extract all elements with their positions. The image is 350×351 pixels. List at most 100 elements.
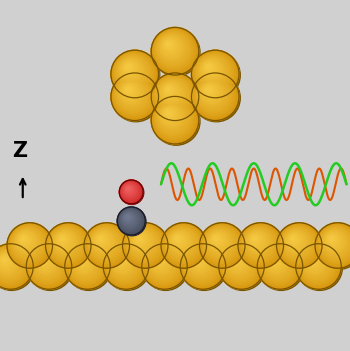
- Circle shape: [301, 249, 331, 279]
- Circle shape: [7, 223, 52, 268]
- Circle shape: [28, 245, 69, 286]
- Circle shape: [320, 228, 350, 258]
- Circle shape: [37, 254, 51, 268]
- Circle shape: [204, 85, 216, 97]
- Circle shape: [327, 234, 338, 245]
- Circle shape: [267, 254, 284, 270]
- Circle shape: [296, 245, 340, 287]
- Circle shape: [257, 244, 303, 289]
- Circle shape: [199, 223, 245, 268]
- Circle shape: [208, 231, 229, 252]
- Circle shape: [171, 233, 187, 249]
- Circle shape: [104, 245, 147, 287]
- Circle shape: [112, 74, 160, 122]
- Circle shape: [259, 245, 300, 286]
- Circle shape: [118, 258, 121, 261]
- Circle shape: [244, 229, 272, 257]
- Circle shape: [164, 226, 200, 262]
- Circle shape: [201, 82, 222, 104]
- Circle shape: [298, 245, 338, 286]
- Circle shape: [284, 230, 309, 255]
- Circle shape: [104, 245, 150, 290]
- Circle shape: [276, 223, 322, 268]
- Circle shape: [239, 224, 285, 269]
- Circle shape: [227, 252, 248, 273]
- Circle shape: [201, 59, 222, 81]
- Circle shape: [96, 234, 107, 245]
- Circle shape: [193, 51, 237, 96]
- Circle shape: [111, 251, 134, 274]
- Circle shape: [199, 58, 224, 82]
- Circle shape: [194, 75, 234, 115]
- Circle shape: [20, 235, 28, 244]
- Circle shape: [213, 236, 219, 242]
- Circle shape: [79, 258, 83, 261]
- Circle shape: [200, 224, 243, 267]
- Circle shape: [26, 244, 72, 289]
- Circle shape: [197, 55, 229, 87]
- Circle shape: [161, 37, 180, 56]
- Circle shape: [108, 249, 139, 279]
- Circle shape: [78, 256, 86, 265]
- Circle shape: [278, 224, 319, 265]
- Circle shape: [229, 254, 245, 270]
- Circle shape: [120, 210, 140, 230]
- Circle shape: [117, 257, 123, 263]
- Circle shape: [285, 231, 306, 252]
- Circle shape: [132, 232, 150, 250]
- Circle shape: [17, 233, 33, 249]
- Circle shape: [120, 59, 142, 81]
- Circle shape: [310, 258, 314, 261]
- Circle shape: [261, 247, 296, 283]
- Circle shape: [160, 36, 182, 58]
- Circle shape: [122, 183, 137, 198]
- Circle shape: [154, 256, 165, 266]
- Circle shape: [162, 38, 178, 54]
- Circle shape: [289, 235, 298, 244]
- Circle shape: [153, 75, 195, 117]
- Circle shape: [0, 256, 11, 266]
- Circle shape: [281, 227, 314, 260]
- Circle shape: [46, 223, 91, 268]
- Circle shape: [59, 236, 65, 242]
- Circle shape: [113, 75, 155, 117]
- Circle shape: [124, 62, 135, 74]
- Circle shape: [115, 256, 126, 266]
- Circle shape: [206, 64, 212, 71]
- Circle shape: [315, 223, 350, 268]
- Circle shape: [86, 224, 126, 265]
- Circle shape: [113, 254, 130, 270]
- Circle shape: [53, 230, 77, 253]
- Circle shape: [124, 185, 134, 194]
- Circle shape: [125, 185, 133, 194]
- Circle shape: [247, 232, 266, 250]
- Circle shape: [153, 98, 195, 141]
- Circle shape: [328, 235, 336, 244]
- Circle shape: [125, 87, 132, 93]
- Circle shape: [146, 248, 179, 281]
- Circle shape: [203, 226, 239, 262]
- Circle shape: [183, 246, 221, 284]
- Circle shape: [329, 236, 335, 242]
- Circle shape: [73, 252, 94, 273]
- Circle shape: [126, 187, 130, 190]
- Circle shape: [145, 247, 181, 283]
- Circle shape: [206, 87, 212, 93]
- Circle shape: [16, 232, 35, 250]
- Circle shape: [193, 74, 237, 119]
- Circle shape: [205, 63, 214, 72]
- Circle shape: [163, 84, 177, 98]
- Circle shape: [122, 212, 135, 225]
- Circle shape: [142, 244, 187, 289]
- Circle shape: [30, 247, 65, 283]
- Circle shape: [33, 250, 59, 276]
- Circle shape: [228, 253, 247, 271]
- Circle shape: [111, 50, 159, 98]
- Circle shape: [246, 230, 269, 253]
- Circle shape: [116, 77, 150, 112]
- Circle shape: [201, 60, 220, 79]
- Circle shape: [128, 229, 157, 257]
- Circle shape: [124, 184, 135, 196]
- Circle shape: [201, 224, 246, 269]
- Circle shape: [282, 228, 312, 258]
